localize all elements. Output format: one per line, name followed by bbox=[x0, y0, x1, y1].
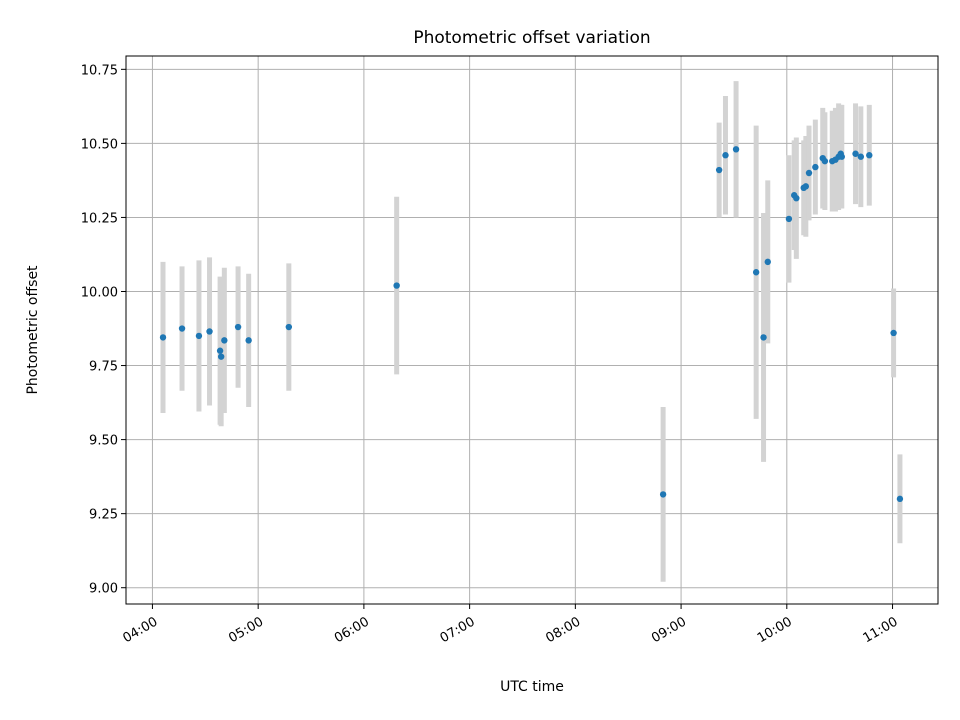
data-point bbox=[838, 153, 845, 160]
data-point bbox=[732, 146, 740, 153]
data-point bbox=[752, 269, 760, 276]
y-tick-label: 9.00 bbox=[89, 582, 118, 597]
y-axis-label: Photometric offset bbox=[25, 265, 41, 395]
data-point bbox=[896, 495, 904, 503]
data-points bbox=[159, 146, 904, 503]
data-point bbox=[857, 153, 865, 160]
data-point bbox=[764, 258, 771, 266]
data-point bbox=[793, 194, 800, 202]
data-point bbox=[245, 337, 252, 344]
data-point bbox=[722, 152, 729, 159]
y-tick-label: 9.75 bbox=[89, 360, 118, 375]
data-point bbox=[178, 325, 186, 332]
data-point bbox=[393, 282, 400, 289]
data-point bbox=[221, 337, 228, 344]
y-tick-label: 9.25 bbox=[89, 508, 118, 523]
data-point bbox=[159, 334, 167, 341]
data-point bbox=[852, 150, 859, 157]
data-point bbox=[802, 183, 810, 190]
y-tick-label: 10.25 bbox=[81, 211, 118, 226]
data-point bbox=[866, 152, 873, 159]
data-point bbox=[715, 166, 723, 174]
y-axis: 9.00 9.25 9.50 9.75 10.00 10.25 10.50 10.75 bbox=[81, 63, 126, 597]
data-point bbox=[785, 215, 793, 223]
data-point bbox=[821, 157, 829, 165]
data-point bbox=[760, 334, 767, 341]
data-point bbox=[216, 347, 224, 354]
plot-frame bbox=[125, 55, 939, 605]
data-point bbox=[812, 163, 819, 171]
y-tick-label: 10.50 bbox=[81, 137, 118, 152]
y-tick-label: 10.75 bbox=[81, 63, 118, 78]
data-point bbox=[206, 328, 213, 335]
data-point bbox=[285, 323, 293, 331]
data-point bbox=[195, 332, 203, 340]
data-point bbox=[659, 491, 667, 498]
x-axis-label: UTC time bbox=[500, 679, 564, 695]
y-tick-label: 9.50 bbox=[89, 434, 118, 449]
data-point bbox=[217, 353, 225, 360]
data-point bbox=[890, 329, 897, 337]
y-tick-label: 10.00 bbox=[81, 285, 118, 300]
data-point bbox=[234, 323, 242, 331]
data-point bbox=[805, 169, 813, 177]
chart-title: Photometric offset variation bbox=[413, 28, 650, 48]
